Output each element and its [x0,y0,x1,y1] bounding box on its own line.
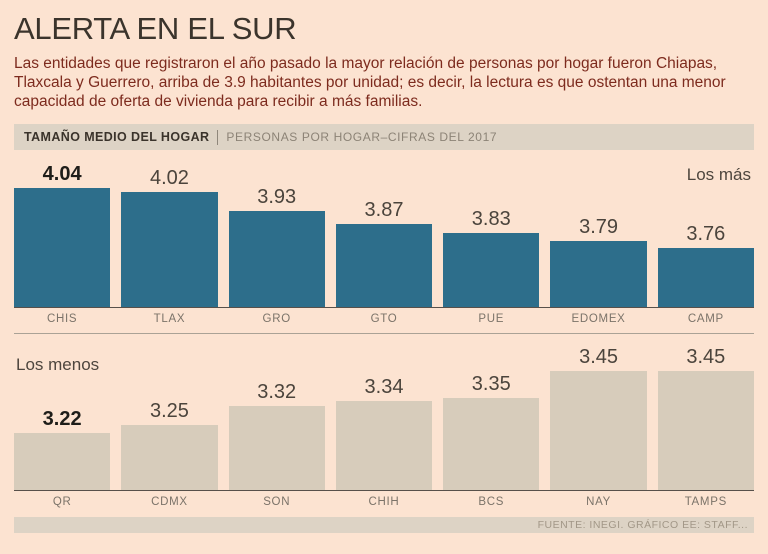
chart-header-subtitle: PERSONAS POR HOGAR–CIFRAS DEL 2017 [226,130,498,144]
bar-value-son: 3.32 [257,381,297,404]
category-row-los-menos: QR CDMX SON CHIH BCS NAY TAMPS [14,491,754,508]
chart-bottom-annotation: Los menos [16,355,100,374]
bar-column-camp: 3.76 [657,222,754,307]
bar-nay [550,371,647,490]
category-label-nay: NAY [586,496,611,508]
bar-column-son: 3.32 [228,381,325,490]
bar-gro [228,211,325,307]
category-label-qr: QR [52,496,72,508]
bar-edomex [550,241,647,307]
bar-value-tamps: 3.45 [686,346,726,368]
chart-los-mas: Los más 4.04 4.02 3.93 3.87 3.83 3.79 3.76 CHI… [14,162,754,325]
bar-column-gro: 3.93 [228,186,325,307]
category-label-son: SON [263,496,291,508]
bar-bcs [443,398,540,490]
bar-tamps [657,371,754,490]
bar-column-qr: 3.22 [14,408,111,490]
bar-value-gto: 3.87 [364,199,404,222]
bar-column-tamps: 3.45 [657,346,754,490]
bar-tlax [121,192,218,307]
bar-value-camp: 3.76 [686,222,726,245]
category-label-tlax: TLAX [153,313,186,325]
category-label-gto: GTO [370,313,398,325]
intro-paragraph: Las entidades que registraron el año pas… [14,55,726,110]
page-title: ALERTA EN EL SUR [14,11,297,46]
source-bar: FUENTE: INEGI. GRÁFICO EE: STAFF... [14,517,754,533]
bar-son [228,406,325,490]
vertical-divider [217,129,219,145]
bar-value-chih: 3.34 [364,375,404,398]
category-label-tamps: TAMPS [684,496,727,508]
category-label-edomex: EDOMEX [571,313,626,325]
bar-chis [14,188,111,307]
bar-value-nay: 3.45 [579,346,619,368]
bar-column-chis: 4.04 [14,163,111,307]
bar-value-pue: 3.83 [471,207,511,230]
bar-column-gto: 3.87 [335,199,433,307]
bar-cdmx [121,425,218,490]
bar-pue [443,232,540,307]
chart-top-annotation: Los más [686,165,751,184]
bars-row-los-mas: 4.04 4.02 3.93 3.87 3.83 3.79 3.76 [14,162,754,308]
bar-value-edomex: 3.79 [579,216,619,239]
category-label-gro: GRO [262,313,291,325]
bar-column-edomex: 3.79 [550,216,647,307]
bar-column-bcs: 3.35 [443,373,540,490]
category-label-chih: CHIH [368,496,400,508]
bar-value-tlax: 4.02 [149,167,189,190]
section-divider [14,333,754,334]
bar-value-gro: 3.93 [257,186,297,209]
bar-gto [335,224,433,307]
bar-chih [335,400,433,490]
category-row-los-mas: CHIS TLAX GRO GTO PUE EDOMEX CAMP [14,308,754,325]
bar-value-bcs: 3.35 [471,373,511,395]
category-label-cdmx: CDMX [151,496,188,508]
bar-value-chis: 4.04 [42,163,82,185]
bar-column-cdmx: 3.25 [121,400,218,490]
category-label-chis: CHIS [47,313,78,325]
chart-header-bar: TAMAÑO MEDIO DEL HOGAR PERSONAS POR HOGA… [14,124,754,150]
bar-camp [657,247,754,307]
chart-los-menos: Los menos 3.22 3.25 3.32 3.34 3.35 3.45 3.45 Q… [14,334,754,508]
bar-value-cdmx: 3.25 [149,400,189,423]
source-text: FUENTE: INEGI. GRÁFICO EE: STAFF... [537,519,748,531]
bar-column-pue: 3.83 [443,207,540,307]
bar-column-nay: 3.45 [550,346,647,490]
category-label-camp: CAMP [687,313,724,325]
category-label-pue: PUE [478,313,505,325]
bars-row-los-menos: 3.22 3.25 3.32 3.34 3.35 3.45 3.45 [14,343,754,491]
bar-qr [14,433,111,490]
chart-header-title: TAMAÑO MEDIO DEL HOGAR [24,130,210,144]
bar-column-chih: 3.34 [335,375,433,490]
category-label-bcs: BCS [478,496,505,508]
bar-column-tlax: 4.02 [121,167,218,307]
bar-value-qr: 3.22 [42,408,82,431]
